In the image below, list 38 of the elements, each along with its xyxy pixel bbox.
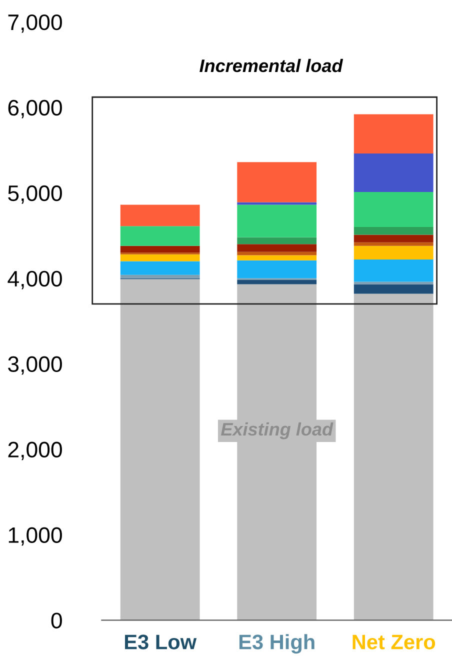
bar [354,114,434,154]
bar [120,279,200,620]
bar [120,226,200,246]
bar [354,282,434,284]
bar [354,260,434,282]
annotation: Incremental load [200,58,344,72]
bar [120,261,200,275]
y-tick-label: 2,000 [8,442,62,460]
x-tick-label: E3 High [239,634,314,654]
bar [237,162,317,202]
bar [237,204,317,238]
y-tick-label: 7,000 [8,14,62,33]
bar [237,237,317,244]
bar [237,202,317,205]
bar [354,242,434,246]
bar [354,284,434,294]
bar [237,255,317,260]
y-tick-label: 4,000 [8,270,62,290]
bar [120,254,200,262]
bar [120,204,200,226]
y-tick-label: 5,000 [8,185,62,204]
bar [354,294,434,620]
y-tick-label: 3,000 [8,356,62,375]
bar [237,244,317,252]
bar [354,234,434,242]
bar [354,192,434,228]
bar [120,246,200,253]
y-tick-label: 0 [51,612,62,628]
bar [237,260,317,278]
bar [354,154,434,192]
y-tick-label: 6,000 [8,100,62,118]
x-tick-label: E3 Low [125,634,197,650]
bar [120,274,200,278]
bar [354,227,434,235]
bar [354,246,434,260]
y-tick-label: 1,000 [8,527,62,546]
bar [237,280,317,284]
x-tick-label: Net Zero [352,634,436,650]
